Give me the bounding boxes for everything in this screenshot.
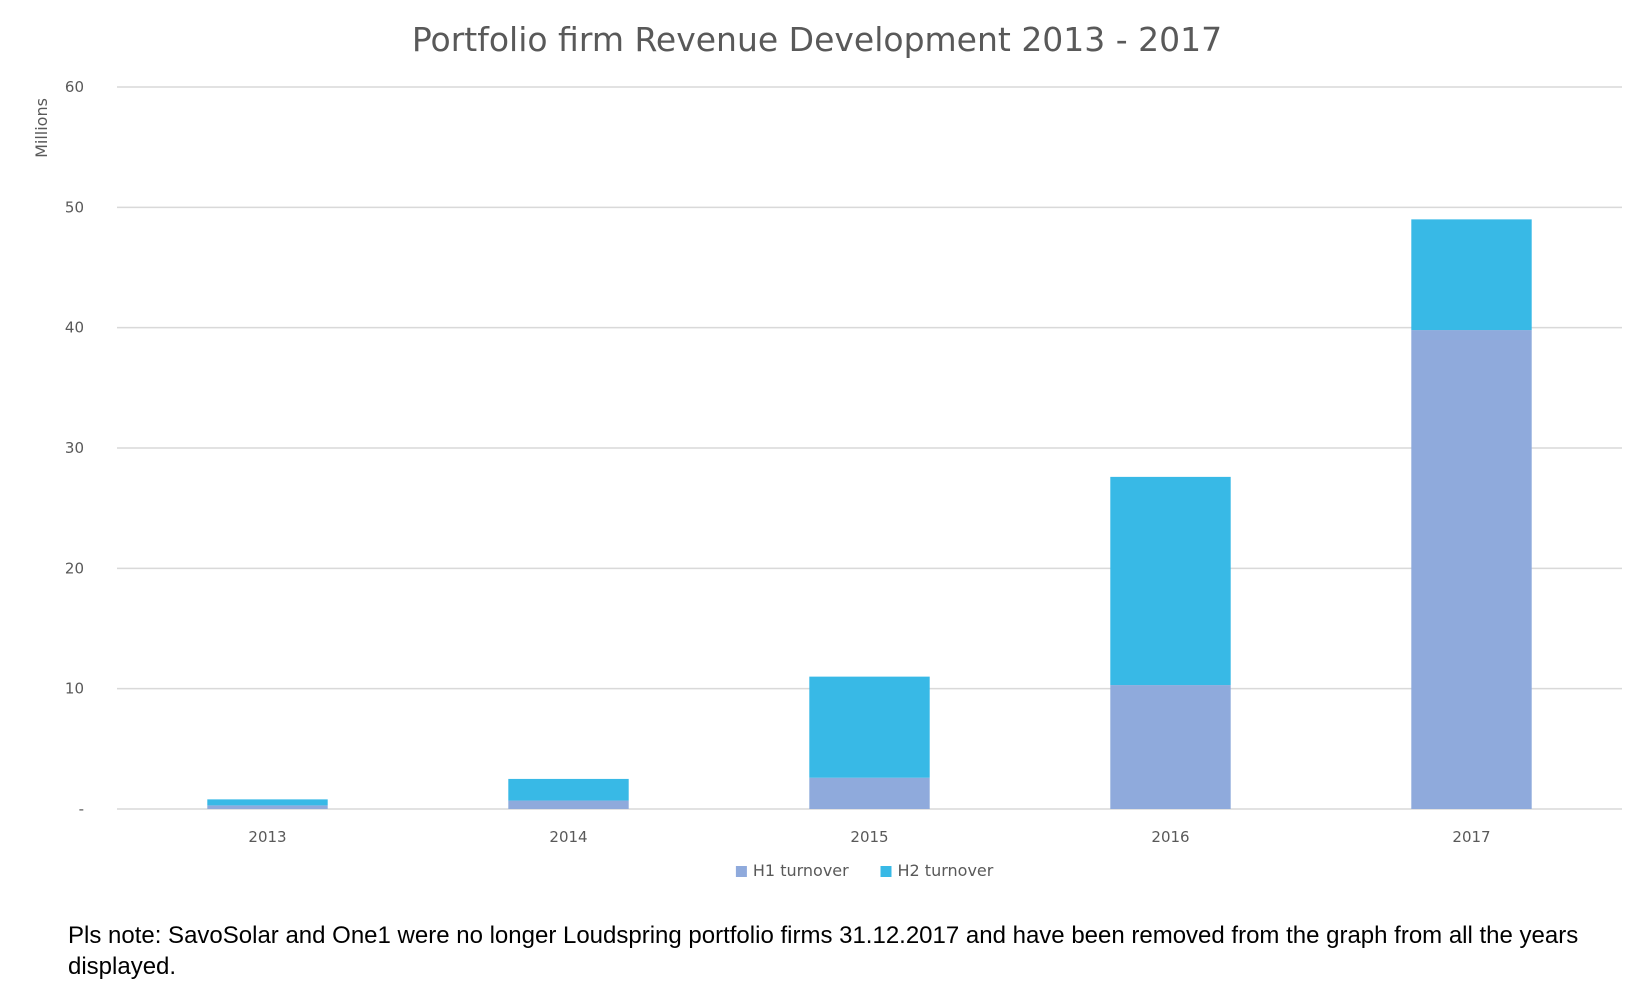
y-tick-label: 20 [65, 559, 84, 577]
legend-swatch [735, 866, 747, 877]
legend: H1 turnover H2 turnover [735, 861, 994, 880]
legend-label: H1 turnover [753, 861, 849, 880]
y-tick-label: 60 [65, 78, 84, 96]
bar-2014-h2-turnover [508, 778, 629, 801]
y-tick-label: 30 [65, 439, 84, 457]
footnote: Pls note: SavoSolar and One1 were no lon… [68, 922, 1579, 980]
bar-2013-h2-turnover [207, 799, 328, 806]
y-tick-label: 40 [65, 319, 84, 337]
legend-label: H2 turnover [898, 861, 994, 880]
y-tick-label: - [79, 800, 84, 818]
y-tick-label: 10 [65, 680, 84, 698]
bar-2015-h1-turnover [809, 777, 930, 809]
x-tick-label: 2014 [549, 828, 587, 846]
bar-2016-h1-turnover [1110, 685, 1231, 809]
y-axis-title: Millions [32, 98, 51, 158]
x-tick-label: 2013 [248, 828, 286, 846]
x-tick-label: 2015 [850, 828, 888, 846]
bar-2014-h1-turnover [508, 800, 629, 809]
x-tick-label: 2016 [1151, 828, 1189, 846]
bar-2017-h2-turnover [1411, 219, 1532, 331]
bar-2017-h1-turnover [1411, 330, 1532, 809]
y-tick-label: 50 [65, 198, 84, 216]
y-axis-ticks: - 10 20 30 40 50 60 [65, 78, 84, 818]
gridlines [117, 86, 1622, 810]
x-tick-label: 2017 [1452, 828, 1490, 846]
bars [207, 219, 1532, 809]
chart-title: Portfolio firm Revenue Development 2013 … [412, 20, 1222, 59]
legend-swatch [880, 866, 892, 877]
bar-2015-h2-turnover [809, 676, 930, 778]
bar-2013-h1-turnover [207, 805, 328, 809]
bar-2016-h2-turnover [1110, 476, 1231, 686]
x-axis-ticks: 2013 2014 2015 2016 2017 [248, 828, 1490, 846]
